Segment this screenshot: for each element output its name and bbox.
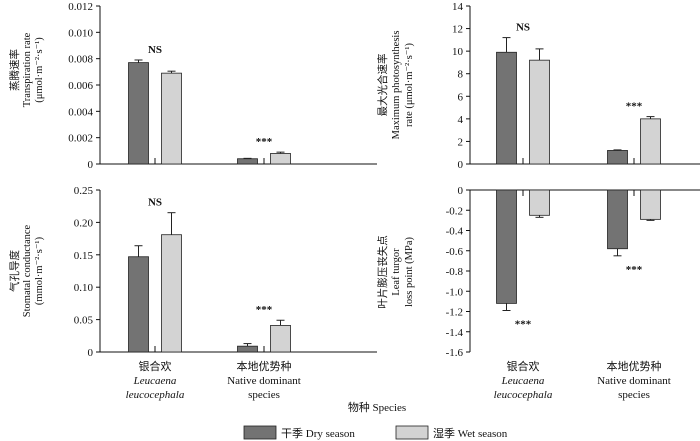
transpiration-bar-wet-2 xyxy=(270,153,291,165)
leaf-turgor-tick-label: -0.6 xyxy=(446,246,464,258)
panel-leaf-turgor: 0 -0.2 -0.4 -0.6 -0.8 -1.0 -1.2 -1.4 -1.6 *** *** xyxy=(446,185,700,359)
transpiration-tick-label: 0.002 xyxy=(68,133,93,145)
right-category-labels: 银合欢 Leucaena leucocephala 本地优势种 Native d… xyxy=(494,359,671,401)
leaf-turgor-significance-2: *** xyxy=(626,264,643,276)
left-cat-2-en2: species xyxy=(248,389,280,401)
stomatal-conductance-significance-1: NS xyxy=(148,197,162,209)
panel-3-ylabel-en1: Stomatal conductance xyxy=(22,224,33,317)
panel-stomatal-conductance: 0 0.05 0.10 0.15 0.20 0.25 NS *** xyxy=(74,185,377,359)
right-cat-2-en1: Native dominant xyxy=(597,375,671,387)
panel-3-ylabel-zh: 气孔导度 xyxy=(8,250,21,292)
right-cat-1-zh: 银合欢 xyxy=(507,359,540,373)
transpiration-tick-label: 0.006 xyxy=(68,80,93,92)
max-photosynthesis-tick-label: 2 xyxy=(458,136,464,148)
transpiration-bar-dry-2 xyxy=(237,158,258,165)
leaf-turgor-bar-dry-2 xyxy=(607,189,628,250)
left-cat-2-en1: Native dominant xyxy=(227,375,301,387)
max-photosynthesis-bar-dry-2 xyxy=(607,150,628,165)
transpiration-significance-1: NS xyxy=(148,44,162,56)
panel-1-ylabel-en: Transpiration rate xyxy=(22,32,33,107)
panel-4-ylabel-en1: Leaf turgor xyxy=(391,248,402,296)
stomatal-conductance-significance-2: *** xyxy=(256,304,273,316)
max-photosynthesis-tick-label: 6 xyxy=(458,91,464,103)
panel-3-ylabel-en2: (mmol·m⁻²·s⁻¹) xyxy=(34,236,45,305)
panel-1-ylabel: 蒸腾速率 Transpiration rate (μmol·m⁻²·s⁻¹) xyxy=(8,32,45,107)
leaf-turgor-bar-wet-1 xyxy=(529,189,550,216)
stomatal-conductance-tick-label: 0 xyxy=(88,347,94,359)
panel-2-ylabel-en2: rate (μmol·m⁻²·s⁻¹) xyxy=(404,43,415,127)
left-cat-1-sci1: Leucaena xyxy=(133,375,177,387)
max-photosynthesis-tick-label: 10 xyxy=(452,46,464,58)
panel-4-ylabel: 叶片膨压丧失点 Leaf turgor loss point (MPa) xyxy=(376,235,415,309)
leaf-turgor-significance-1: *** xyxy=(515,318,532,330)
panel-2-ylabel: 最大光合速率 Maximum photosynthesis rate (μmol… xyxy=(376,31,415,140)
legend: 干季 Dry season 湿季 Wet season xyxy=(243,425,508,440)
max-photosynthesis-significance-1: NS xyxy=(516,22,530,34)
leaf-turgor-bar-dry-1 xyxy=(496,189,517,304)
max-photosynthesis-tick-label: 4 xyxy=(458,114,464,126)
transpiration-bar-dry-1 xyxy=(128,62,149,165)
stomatal-conductance-tick-label: 0.20 xyxy=(74,217,94,229)
x-axis-title: 物种 Species xyxy=(348,400,406,414)
max-photosynthesis-tick-label: 8 xyxy=(458,69,464,81)
max-photosynthesis-bar-wet-2 xyxy=(640,118,661,165)
transpiration-tick-label: 0.012 xyxy=(68,1,93,13)
panel-transpiration: 0 0.002 0.004 0.006 0.008 0.010 0.012 NS *** xyxy=(68,1,377,171)
panel-max-photosynthesis: 0 2 4 6 8 10 12 14 NS *** xyxy=(452,1,700,171)
panel-1-ylabel-zh: 蒸腾速率 xyxy=(8,49,21,91)
leaf-turgor-tick-label: -0.4 xyxy=(446,226,464,238)
max-photosynthesis-bar-dry-1 xyxy=(496,51,517,165)
transpiration-tick-label: 0.008 xyxy=(68,54,93,66)
stomatal-conductance-bar-wet-2 xyxy=(270,325,291,353)
legend-swatch-wet xyxy=(395,425,429,440)
legend-label-dry: 干季 Dry season xyxy=(281,427,355,440)
transpiration-bar-wet-1 xyxy=(161,72,182,165)
leaf-turgor-tick-label: -1.2 xyxy=(446,307,463,319)
stomatal-conductance-tick-label: 0.10 xyxy=(74,282,94,294)
panel-1-ylabel-unit: (μmol·m⁻²·s⁻¹) xyxy=(34,37,45,103)
leaf-turgor-tick-label: -1.6 xyxy=(446,347,464,359)
leaf-turgor-tick-label: -1.0 xyxy=(446,286,464,298)
transpiration-significance-2: *** xyxy=(256,136,273,148)
left-cat-1-zh: 银合欢 xyxy=(139,359,172,373)
leaf-turgor-tick-label: -0.8 xyxy=(446,266,464,278)
right-cat-2-en2: species xyxy=(618,389,650,401)
stomatal-conductance-bar-dry-1 xyxy=(128,256,149,353)
transpiration-tick-label: 0 xyxy=(88,159,94,171)
max-photosynthesis-tick-label: 0 xyxy=(458,159,464,171)
panel-4-ylabel-en2: loss point (MPa) xyxy=(404,237,415,308)
right-cat-1-sci1: Leucaena xyxy=(501,375,545,387)
left-cat-2-zh: 本地优势种 xyxy=(237,359,292,373)
leaf-turgor-tick-label: -1.4 xyxy=(446,327,464,339)
transpiration-tick-label: 0.004 xyxy=(68,106,93,118)
max-photosynthesis-bar-wet-1 xyxy=(529,59,550,165)
transpiration-tick-label: 0.010 xyxy=(68,27,93,39)
max-photosynthesis-tick-label: 14 xyxy=(452,1,464,13)
stomatal-conductance-tick-label: 0.15 xyxy=(74,250,94,262)
right-cat-1-sci2: leucocephala xyxy=(494,389,553,401)
left-cat-1-sci2: leucocephala xyxy=(126,389,185,401)
panel-2-ylabel-en1: Maximum photosynthesis xyxy=(391,31,402,140)
leaf-turgor-tick-label: 0 xyxy=(458,185,464,197)
leaf-turgor-bar-wet-2 xyxy=(640,189,661,220)
max-photosynthesis-significance-2: *** xyxy=(626,101,643,113)
stomatal-conductance-tick-label: 0.25 xyxy=(74,185,94,197)
panel-3-ylabel: 气孔导度 Stomatal conductance (mmol·m⁻²·s⁻¹) xyxy=(8,224,45,317)
right-cat-2-zh: 本地优势种 xyxy=(607,359,662,373)
leaf-turgor-tick-label: -0.2 xyxy=(446,205,463,217)
stomatal-conductance-tick-label: 0.05 xyxy=(74,315,94,327)
left-category-labels: 银合欢 Leucaena leucocephala 本地优势种 Native d… xyxy=(126,359,301,401)
stomatal-conductance-bar-dry-2 xyxy=(237,345,258,353)
stomatal-conductance-bar-wet-1 xyxy=(161,234,182,353)
legend-swatch-dry xyxy=(243,425,277,440)
panel-4-ylabel-zh: 叶片膨压丧失点 xyxy=(376,235,389,309)
max-photosynthesis-tick-label: 12 xyxy=(452,24,463,36)
panel-2-ylabel-zh: 最大光合速率 xyxy=(376,54,389,117)
legend-label-wet: 湿季 Wet season xyxy=(433,427,508,440)
